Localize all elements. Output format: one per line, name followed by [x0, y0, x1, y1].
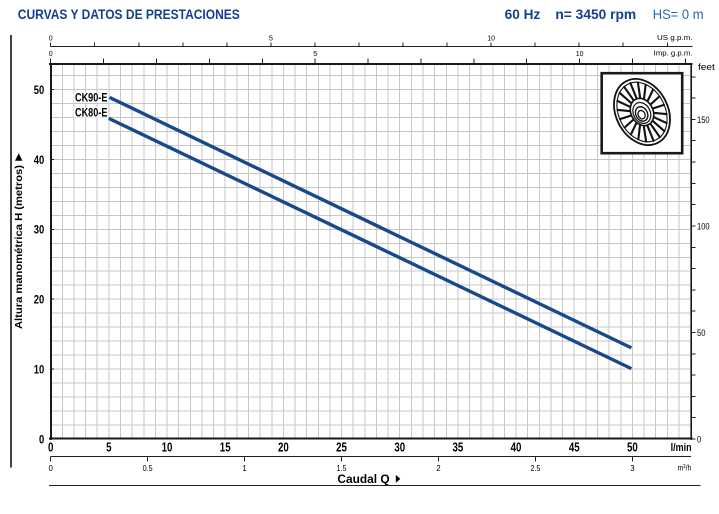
- svg-text:30: 30: [394, 439, 405, 454]
- svg-text:60 Hz: 60 Hz: [505, 7, 541, 22]
- svg-text:2: 2: [436, 464, 441, 473]
- svg-text:20: 20: [34, 293, 45, 307]
- svg-text:HS= 0 m: HS= 0 m: [653, 7, 704, 22]
- svg-text:m³/h: m³/h: [678, 462, 692, 472]
- svg-text:0: 0: [39, 432, 44, 446]
- svg-text:25: 25: [336, 439, 347, 454]
- svg-text:0: 0: [49, 464, 54, 473]
- svg-text:10: 10: [162, 439, 173, 454]
- svg-text:l/min: l/min: [671, 442, 692, 454]
- svg-text:5: 5: [106, 439, 111, 454]
- svg-text:50: 50: [697, 328, 705, 339]
- svg-text:5: 5: [313, 51, 317, 58]
- svg-text:5: 5: [269, 35, 273, 42]
- svg-text:CURVAS Y DATOS DE PRESTACIONES: CURVAS Y DATOS DE PRESTACIONES: [18, 7, 240, 22]
- svg-text:100: 100: [697, 221, 710, 232]
- svg-text:40: 40: [511, 439, 522, 454]
- svg-text:Altura manométrica H (metros): Altura manométrica H (metros): [13, 165, 25, 329]
- svg-text:CK90-E: CK90-E: [75, 92, 108, 104]
- svg-text:n= 3450 rpm: n= 3450 rpm: [555, 7, 636, 22]
- svg-text:0.5: 0.5: [143, 464, 153, 473]
- svg-text:40: 40: [34, 153, 45, 167]
- svg-text:0: 0: [48, 439, 53, 454]
- svg-text:3: 3: [630, 464, 635, 473]
- svg-text:1: 1: [242, 464, 247, 473]
- svg-text:45: 45: [569, 439, 580, 454]
- svg-text:30: 30: [34, 223, 45, 237]
- svg-text:20: 20: [278, 439, 289, 454]
- svg-text:10: 10: [34, 363, 45, 377]
- svg-text:Caudal Q: Caudal Q: [337, 474, 389, 486]
- svg-text:CK80-E: CK80-E: [75, 107, 108, 119]
- svg-text:Imp. g.p.m.: Imp. g.p.m.: [654, 49, 693, 58]
- svg-text:35: 35: [452, 439, 463, 454]
- svg-text:50: 50: [34, 83, 45, 97]
- svg-text:10: 10: [487, 35, 495, 42]
- svg-text:150: 150: [697, 115, 710, 126]
- svg-text:0: 0: [49, 35, 53, 42]
- svg-text:50: 50: [627, 439, 638, 454]
- svg-text:1.5: 1.5: [337, 464, 347, 473]
- svg-text:10: 10: [576, 51, 584, 58]
- svg-text:0: 0: [49, 51, 53, 58]
- svg-text:0: 0: [697, 434, 701, 445]
- svg-text:2.5: 2.5: [530, 464, 540, 473]
- svg-text:US g.p.m.: US g.p.m.: [657, 33, 693, 42]
- svg-text:feet: feet: [698, 62, 715, 73]
- svg-text:15: 15: [220, 439, 231, 454]
